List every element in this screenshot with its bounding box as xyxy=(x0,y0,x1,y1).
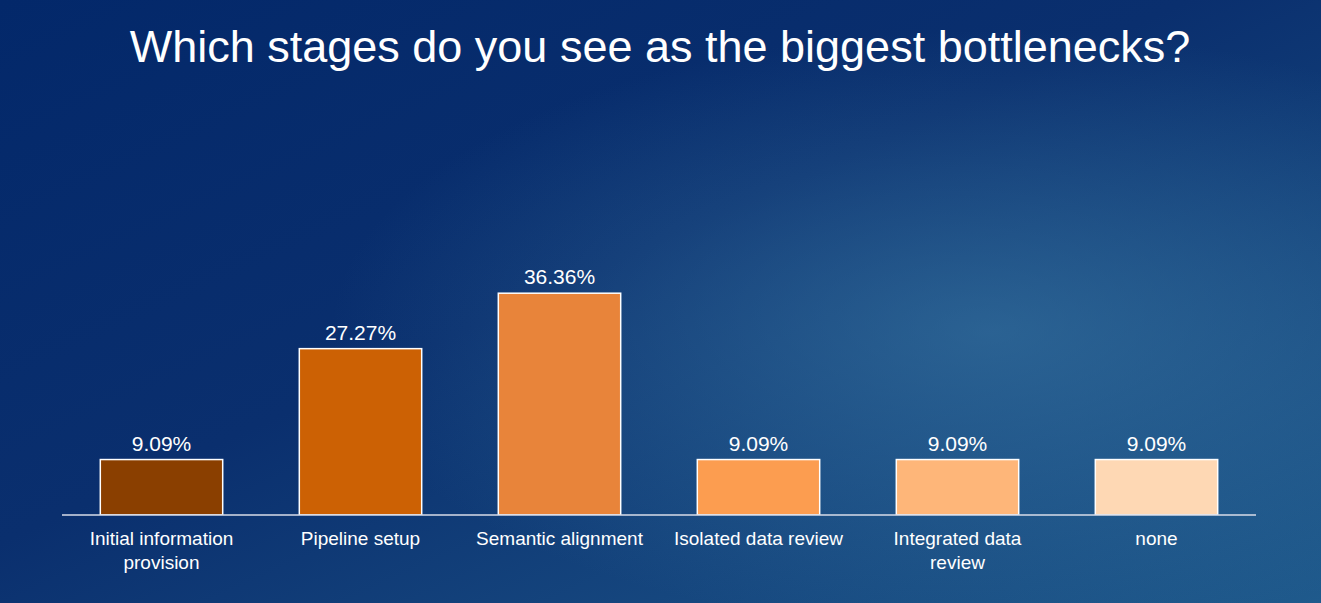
bar xyxy=(697,460,819,515)
data-label: 27.27% xyxy=(325,321,396,344)
x-tick-label: Isolated data review xyxy=(674,528,843,549)
x-tick-label: Initial informationprovision xyxy=(90,528,234,573)
bar xyxy=(896,460,1018,515)
x-axis-line xyxy=(62,514,1256,516)
x-tick-label: Pipeline setup xyxy=(301,528,420,549)
background xyxy=(0,0,1321,603)
bar xyxy=(299,349,421,515)
title: Which stages do you see as the biggest b… xyxy=(130,21,1191,72)
data-label: 9.09% xyxy=(1127,432,1187,455)
data-label: 36.36% xyxy=(524,265,595,288)
bars xyxy=(100,293,1217,515)
data-label: 9.09% xyxy=(729,432,789,455)
data-label: 9.09% xyxy=(928,432,988,455)
x-tick-label: Integrated datareview xyxy=(894,528,1022,573)
background-glow xyxy=(0,0,1321,603)
bar xyxy=(1095,460,1217,515)
bar xyxy=(498,293,620,515)
data-label: 9.09% xyxy=(132,432,192,455)
x-tick-label: Semantic alignment xyxy=(476,528,644,549)
chart: Which stages do you see as the biggest b… xyxy=(0,0,1321,603)
bar xyxy=(100,460,222,515)
x-tick-label: none xyxy=(1135,528,1177,549)
